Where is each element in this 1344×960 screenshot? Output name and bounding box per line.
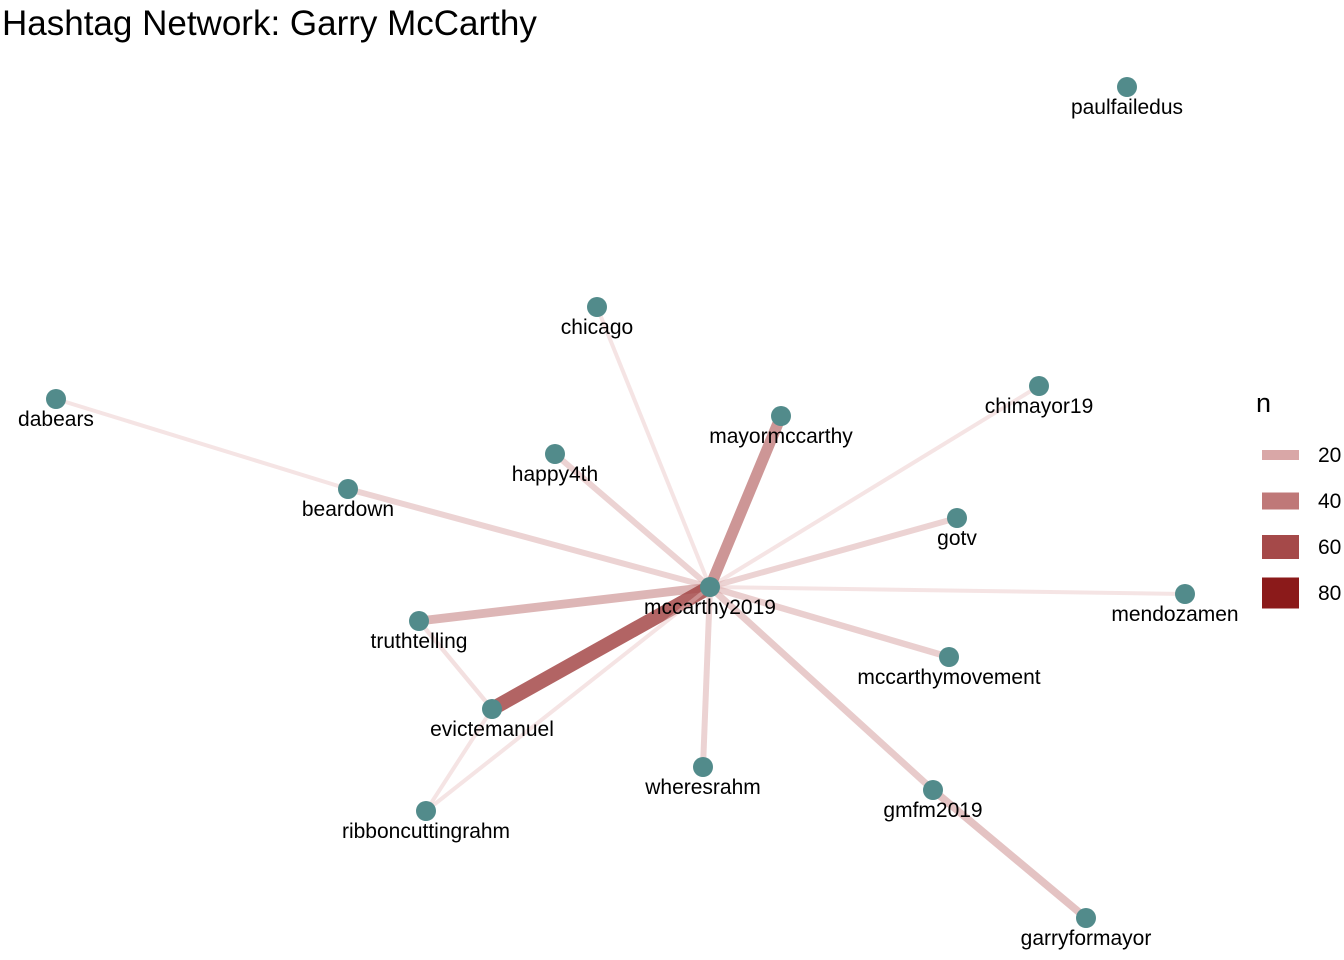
node-label-paulfailedus: paulfailedus bbox=[1071, 96, 1183, 119]
node-happy4th bbox=[545, 444, 565, 464]
node-label-evictemanuel: evictemanuel bbox=[430, 718, 554, 741]
edge-wheresrahm-mccarthy2019 bbox=[700, 586, 713, 768]
node-ribboncuttingrahm bbox=[416, 801, 436, 821]
node-gmfm2019 bbox=[923, 780, 943, 800]
edge-gmfm2019-garryformayor bbox=[930, 787, 1089, 921]
legend-title: n bbox=[1256, 388, 1271, 418]
node-label-chimayor19: chimayor19 bbox=[985, 395, 1094, 418]
node-gotv bbox=[947, 508, 967, 528]
edge-happy4th-mccarthy2019 bbox=[553, 451, 712, 590]
nodes-layer bbox=[46, 77, 1195, 928]
node-label-truthtelling: truthtelling bbox=[371, 630, 468, 653]
labels-layer: paulfailedus chicago chimayor19 dabears mayo… bbox=[18, 96, 1239, 950]
edge-beardown-mccarthy2019 bbox=[347, 486, 711, 590]
edge-truthtelling-mccarthy2019 bbox=[418, 582, 711, 626]
node-chimayor19 bbox=[1029, 376, 1049, 396]
legend-swatch-40 bbox=[1262, 492, 1299, 510]
legend-label-40: 40 bbox=[1318, 490, 1341, 513]
node-paulfailedus bbox=[1117, 77, 1137, 97]
node-dabears bbox=[46, 389, 66, 409]
node-label-mayormccarthy: mayormccarthy bbox=[709, 425, 853, 448]
node-label-gotv: gotv bbox=[937, 527, 977, 550]
node-label-beardown: beardown bbox=[302, 498, 394, 521]
chart-title: Hashtag Network: Garry McCarthy bbox=[2, 4, 537, 43]
legend-swatch-20 bbox=[1262, 450, 1299, 460]
legend-label-60: 60 bbox=[1318, 536, 1341, 559]
node-label-mccarthy2019: mccarthy2019 bbox=[644, 596, 776, 619]
node-label-happy4th: happy4th bbox=[512, 463, 598, 486]
edge-chicago-mccarthy2019 bbox=[595, 306, 712, 588]
node-label-chicago: chicago bbox=[561, 316, 633, 339]
node-label-ribboncuttingrahm: ribboncuttingrahm bbox=[342, 820, 510, 843]
node-wheresrahm bbox=[693, 757, 713, 777]
legend-label-20: 20 bbox=[1318, 444, 1341, 467]
edge-truthtelling-evictemanuel bbox=[417, 619, 494, 711]
node-beardown bbox=[338, 479, 358, 499]
node-evictemanuel bbox=[482, 699, 502, 719]
edge-mayormccarthy-mccarthy2019 bbox=[704, 413, 787, 590]
edge-ribboncuttingrahm-evictemanuel bbox=[424, 707, 494, 813]
edge-chimayor19-mccarthy2019 bbox=[708, 384, 1041, 589]
node-mendozamen bbox=[1175, 584, 1195, 604]
edge-gmfm2019-mccarthy2019 bbox=[707, 584, 936, 793]
legend-swatch-60 bbox=[1262, 535, 1299, 559]
edge-gotv-mccarthy2019 bbox=[709, 515, 958, 590]
node-label-wheresrahm: wheresrahm bbox=[644, 776, 761, 799]
node-label-dabears: dabears bbox=[18, 408, 94, 431]
edge-evictemanuel-mccarthy2019 bbox=[488, 580, 714, 716]
node-truthtelling bbox=[409, 611, 429, 631]
edge-dabears-beardown bbox=[55, 397, 349, 491]
node-mccarthy2019 bbox=[700, 577, 720, 597]
legend-items: 20 40 60 80 bbox=[1262, 444, 1341, 609]
node-mayormccarthy bbox=[771, 406, 791, 426]
edge-mccarthymovement-mccarthy2019 bbox=[709, 583, 950, 661]
edge-mendozamen-mccarthy2019 bbox=[709, 585, 1186, 596]
node-chicago bbox=[587, 297, 607, 317]
node-label-mendozamen: mendozamen bbox=[1111, 603, 1238, 626]
legend-swatch-80 bbox=[1262, 577, 1299, 609]
node-label-mccarthymovement: mccarthymovement bbox=[857, 666, 1040, 689]
node-mccarthymovement bbox=[939, 647, 959, 667]
edge-ribboncuttingrahm-mccarthy2019 bbox=[424, 585, 712, 813]
node-label-gmfm2019: gmfm2019 bbox=[883, 799, 982, 822]
legend: n 20 40 60 80 bbox=[1256, 388, 1341, 609]
node-label-garryformayor: garryformayor bbox=[1021, 927, 1152, 950]
edges-layer bbox=[55, 306, 1186, 921]
node-garryformayor bbox=[1076, 908, 1096, 928]
legend-label-80: 80 bbox=[1318, 582, 1341, 605]
